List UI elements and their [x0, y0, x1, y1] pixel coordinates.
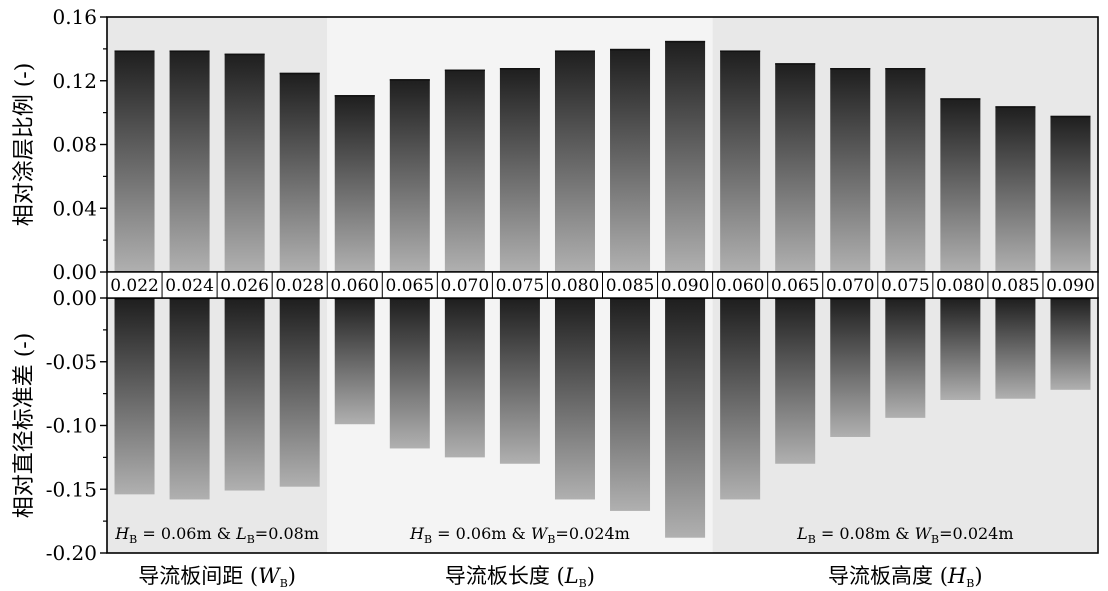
- bar-edge-top-0: [114, 50, 155, 52]
- ylabel-bottom: 相对直径标准差 (-): [12, 333, 37, 519]
- ytick-label-bottom: -0.20: [46, 541, 97, 565]
- ytick-label-bottom: 0.00: [52, 286, 97, 310]
- bar-top-3: [279, 72, 320, 272]
- category-label-7: 0.075: [496, 276, 545, 296]
- bar-bottom-16: [995, 298, 1036, 399]
- bar-edge-top-9: [610, 48, 651, 51]
- bar-bottom-9: [610, 298, 651, 511]
- bar-bottom-15: [940, 298, 981, 400]
- condition-1: HB = 0.06m & WB=0.024m: [409, 524, 630, 546]
- category-label-4: 0.060: [330, 276, 379, 296]
- bar-top-5: [389, 79, 430, 272]
- category-label-14: 0.075: [881, 276, 930, 296]
- bar-bottom-8: [554, 298, 595, 500]
- bar-bottom-1: [169, 298, 210, 500]
- bar-top-10: [665, 40, 706, 272]
- bar-top-17: [1050, 115, 1091, 272]
- bar-top-6: [444, 69, 485, 272]
- bar-edge-top-7: [499, 68, 540, 70]
- bar-bottom-6: [444, 298, 485, 458]
- bar-top-8: [554, 50, 595, 272]
- bar-edge-top-16: [995, 106, 1036, 108]
- bar-top-14: [885, 68, 926, 272]
- ylabel-top: 相对涂层比例 (-): [12, 63, 37, 227]
- category-label-12: 0.065: [771, 276, 820, 296]
- labels: 0.00 0.04 0.08 0.12 0.16 相对涂层比例 (-) 0.00 -0.05 -…: [12, 5, 1095, 590]
- group-label-0: 导流板间距 (WB): [138, 564, 296, 590]
- bar-edge-top-3: [279, 72, 320, 75]
- bar-bottom-17: [1050, 298, 1091, 390]
- category-label-5: 0.065: [385, 276, 434, 296]
- condition-0: HB = 0.06m & LB=0.08m: [114, 524, 319, 546]
- plot-frames: [100, 16, 1099, 554]
- group-label-1: 导流板长度 (LB): [445, 564, 595, 590]
- category-label-16: 0.085: [991, 276, 1040, 296]
- ytick-label-top: 0.00: [52, 260, 97, 284]
- bar-bottom-12: [775, 298, 816, 464]
- category-label-3: 0.028: [275, 276, 324, 296]
- ytick-label-bottom: -0.05: [46, 350, 97, 374]
- bar-top-15: [940, 98, 981, 272]
- bar-bottom-14: [885, 298, 926, 418]
- ytick-label-top: 0.16: [52, 5, 97, 29]
- bar-top-2: [224, 53, 265, 272]
- bar-bottom-4: [334, 298, 375, 425]
- category-label-11: 0.060: [716, 276, 765, 296]
- bar-top-11: [720, 50, 761, 272]
- category-label-13: 0.070: [826, 276, 875, 296]
- group-label-2: 导流板高度 (HB): [828, 564, 983, 590]
- bar-edge-top-2: [224, 53, 265, 56]
- condition-2: LB = 0.08m & WB=0.024m: [796, 524, 1013, 546]
- bar-bottom-3: [279, 298, 320, 487]
- ytick-label-top: 0.12: [52, 69, 97, 93]
- bar-bottom-2: [224, 298, 265, 491]
- bar-edge-top-5: [389, 79, 430, 81]
- bar-top-1: [169, 50, 210, 272]
- ytick-label-top: 0.04: [52, 196, 97, 220]
- category-label-1: 0.024: [165, 276, 214, 296]
- category-label-2: 0.026: [220, 276, 269, 296]
- bar-edge-top-8: [554, 50, 595, 52]
- bar-top-16: [995, 106, 1036, 272]
- category-label-10: 0.090: [661, 276, 710, 296]
- bar-edge-top-6: [444, 69, 485, 72]
- bar-top-4: [334, 95, 375, 272]
- bar-bottom-0: [114, 298, 155, 495]
- bar-bottom-11: [720, 298, 761, 500]
- category-label-6: 0.070: [441, 276, 490, 296]
- bar-edge-top-13: [830, 68, 871, 70]
- category-label-15: 0.080: [936, 276, 985, 296]
- bar-edge-top-1: [169, 50, 210, 52]
- bar-top-12: [775, 63, 816, 272]
- bar-top-0: [114, 50, 155, 272]
- bar-edge-top-12: [775, 63, 816, 65]
- bar-top-9: [610, 48, 651, 272]
- bar-bottom-5: [389, 298, 430, 449]
- bar-edge-top-10: [665, 40, 706, 43]
- bar-top-7: [499, 68, 540, 272]
- bar-edge-top-15: [940, 98, 981, 100]
- ytick-label-top: 0.08: [52, 133, 97, 157]
- bar-bottom-10: [665, 298, 706, 538]
- ytick-label-bottom: -0.10: [46, 414, 97, 438]
- bar-edge-top-11: [720, 50, 761, 52]
- bar-edge-top-4: [334, 95, 375, 97]
- category-label-17: 0.090: [1046, 276, 1095, 296]
- category-label-8: 0.080: [551, 276, 600, 296]
- bar-bottom-7: [499, 298, 540, 464]
- bar-edge-top-14: [885, 68, 926, 70]
- ytick-label-bottom: -0.15: [46, 477, 97, 501]
- bar-edge-top-17: [1050, 115, 1091, 118]
- category-label-0: 0.022: [110, 276, 159, 296]
- bar-top-13: [830, 68, 871, 272]
- category-label-9: 0.085: [606, 276, 655, 296]
- bar-bottom-13: [830, 298, 871, 437]
